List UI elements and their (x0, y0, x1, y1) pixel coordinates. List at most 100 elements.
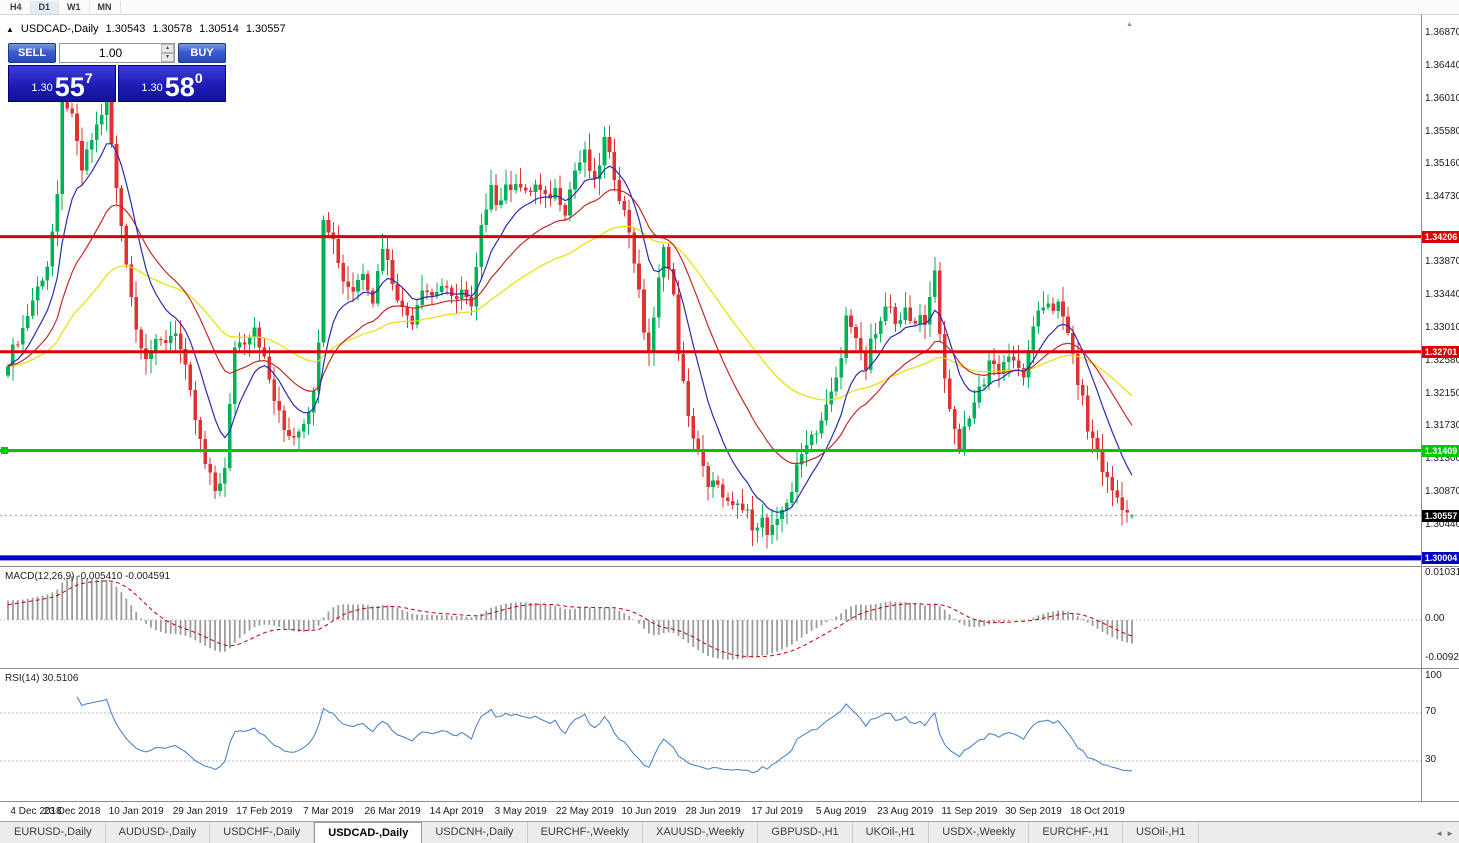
price-axis-label: 1.36010 (1425, 92, 1459, 104)
price-axis-label: 1.31300 (1425, 452, 1459, 464)
price-axis-label: 1.36870 (1425, 27, 1459, 38)
volume-decrease-button[interactable]: ▼ (161, 53, 174, 62)
ohlc-open: 1.30543 (105, 23, 146, 35)
sell-price-display[interactable]: 1.30 55 7 (8, 65, 116, 102)
rsi-axis-label: 100 (1425, 670, 1442, 681)
price-axis-label: 1.32150 (1425, 387, 1459, 399)
chart-area: ▲ USDCAD-,Daily 1.30543 1.30578 1.30514 … (0, 15, 1459, 821)
chart-tab-usdx-weekly[interactable]: USDX-,Weekly (929, 822, 1030, 843)
chart-symbol-period: USDCAD-,Daily (20, 23, 99, 35)
date-axis[interactable]: 4 Dec 2018 23 Dec 2018 10 Jan 2019 29 Jan 2… (0, 801, 1459, 821)
volume-field[interactable]: 1.00 ▲ ▼ (59, 43, 175, 63)
timeframe-w1-button[interactable]: W1 (59, 0, 90, 14)
sell-button[interactable]: SELL (8, 43, 56, 63)
level-price-badge: 1.30004 (1422, 551, 1459, 564)
chart-tab-usdcad-daily[interactable]: USDCAD-,Daily (314, 822, 423, 843)
timeframe-mn-button[interactable]: MN (90, 0, 121, 14)
date-axis-label: 26 Mar 2019 (364, 806, 421, 817)
tab-scroll-controls: ◄ ► (1430, 829, 1459, 843)
buy-button[interactable]: BUY (178, 43, 226, 63)
volume-increase-button[interactable]: ▲ (161, 44, 174, 53)
date-axis-label: 10 Jan 2019 (108, 806, 164, 817)
price-axis-label: 1.36440 (1425, 59, 1459, 71)
price-direction-icon: ▲ (6, 24, 14, 34)
date-axis-label: 7 Mar 2019 (303, 806, 354, 817)
price-axis-label: 1.33440 (1425, 289, 1459, 301)
date-axis-label: 23 Dec 2018 (43, 806, 101, 817)
date-axis-label: 11 Sep 2019 (941, 806, 998, 817)
chart-tab-xauusd-weekly[interactable]: XAUUSD-,Weekly (643, 822, 759, 843)
macd-pane[interactable]: MACD(12,26,9) -0.005410 -0.004591 (0, 566, 1421, 668)
buy-price-prefix: 1.30 (141, 82, 163, 94)
date-axis-label: 29 Jan 2019 (172, 806, 228, 817)
chart-tab-ukoil-h1[interactable]: UKOil-,H1 (853, 822, 930, 843)
candlestick-chart[interactable] (0, 15, 1421, 566)
price-axis-label: 1.30440 (1425, 518, 1459, 530)
ohlc-close: 1.30557 (245, 23, 286, 35)
date-axis-label: 4 Dec 2018 (10, 806, 62, 817)
chart-tab-eurchf-weekly[interactable]: EURCHF-,Weekly (528, 822, 643, 843)
date-axis-label: 10 Jun 2019 (621, 806, 677, 817)
date-axis-label: 3 May 2019 (494, 806, 547, 817)
date-axis-label: 17 Feb 2019 (236, 806, 293, 817)
sell-price-prefix: 1.30 (31, 82, 53, 94)
timeframe-d1-button[interactable]: D1 (30, 0, 60, 14)
tab-scroll-right-icon[interactable]: ► (1446, 829, 1454, 838)
date-axis-label: 18 Oct 2019 (1070, 806, 1125, 817)
chart-tab-eurusd-daily[interactable]: EURUSD-,Daily (1, 822, 106, 843)
date-axis-label: 5 Aug 2019 (815, 806, 867, 817)
volume-spinner: ▲ ▼ (161, 44, 174, 62)
date-axis-label: 23 Aug 2019 (877, 806, 934, 817)
axis-separator (1422, 566, 1459, 567)
price-axis-label: 1.35160 (1425, 157, 1459, 169)
sell-price-sup: 7 (84, 70, 93, 86)
tab-scroll-left-icon[interactable]: ◄ (1435, 829, 1444, 838)
level-price-badge: 1.34206 (1422, 230, 1459, 243)
price-axis-label: 1.31730 (1425, 419, 1459, 431)
sell-price-big: 55 (54, 72, 85, 103)
rsi-label: RSI(14) 30.5106 (5, 673, 79, 684)
chart-tab-bar: EURUSD-,Daily AUDUSD-,Daily USDCHF-,Daily U… (0, 821, 1459, 843)
date-axis-label: 22 May 2019 (555, 806, 614, 817)
chart-title: ▲ USDCAD-,Daily 1.30543 1.30578 1.30514 … (6, 23, 286, 35)
price-axis-label: 1.33870 (1425, 256, 1459, 268)
price-axis-label: 1.35580 (1425, 125, 1459, 137)
level-price-badge: 1.32701 (1422, 345, 1459, 358)
buy-price-big: 58 (164, 72, 195, 103)
rsi-axis-label: 70 (1425, 706, 1437, 717)
axis-separator (1422, 668, 1459, 669)
chart-tabs: EURUSD-,Daily AUDUSD-,Daily USDCHF-,Daily U… (0, 822, 1430, 843)
price-axis[interactable]: 1.36870 1.36440 1.36010 1.35580 1.35160 1.347… (1421, 15, 1459, 801)
chart-tab-usoil-h1[interactable]: USOil-,H1 (1123, 822, 1200, 843)
one-click-trading-panel: SELL 1.00 ▲ ▼ BUY 1.30 55 7 1 (8, 43, 226, 102)
chart-tab-usdchf-daily[interactable]: USDCHF-,Daily (210, 822, 315, 843)
timeframe-toolbar: H4 D1 W1 MN (0, 0, 1459, 15)
price-axis-label: 1.34730 (1425, 190, 1459, 202)
macd-axis-label: 0.010311 (1425, 567, 1459, 578)
chart-tab-usdcnh-daily[interactable]: USDCNH-,Daily (422, 822, 528, 843)
chart-tab-gbpusd-h1[interactable]: GBPUSD-,H1 (758, 822, 853, 843)
chart-tab-eurchf-h1[interactable]: EURCHF-,H1 (1029, 822, 1123, 843)
macd-label: MACD(12,26,9) -0.005410 -0.004591 (5, 571, 171, 582)
rsi-indicator-chart[interactable] (0, 669, 1421, 801)
chart-tab-audusd-daily[interactable]: AUDUSD-,Daily (106, 822, 211, 843)
date-axis-label: 30 Sep 2019 (1005, 806, 1062, 817)
price-chart-pane[interactable]: ▲ USDCAD-,Daily 1.30543 1.30578 1.30514 … (0, 15, 1421, 566)
timeframe-h4-button[interactable]: H4 (2, 0, 31, 14)
price-axis-label: 1.32580 (1425, 354, 1459, 366)
macd-axis-label: 0.00 (1425, 613, 1445, 624)
macd-axis-label: -0.00920 (1425, 652, 1459, 663)
volume-value[interactable]: 1.00 (98, 46, 123, 60)
price-axis-label: 1.30870 (1425, 485, 1459, 497)
chart-shift-icon: ▲ (1126, 21, 1133, 28)
macd-indicator-chart[interactable] (0, 567, 1421, 668)
buy-price-sup: 0 (194, 70, 203, 86)
ohlc-high: 1.30578 (152, 23, 193, 35)
level-price-badge: 1.31409 (1422, 444, 1459, 457)
rsi-axis-label: 30 (1425, 754, 1437, 765)
date-axis-label: 28 Jun 2019 (685, 806, 741, 817)
ohlc-low: 1.30514 (199, 23, 239, 35)
buy-price-display[interactable]: 1.30 58 0 (118, 65, 226, 102)
rsi-pane[interactable]: RSI(14) 30.5106 (0, 668, 1421, 801)
